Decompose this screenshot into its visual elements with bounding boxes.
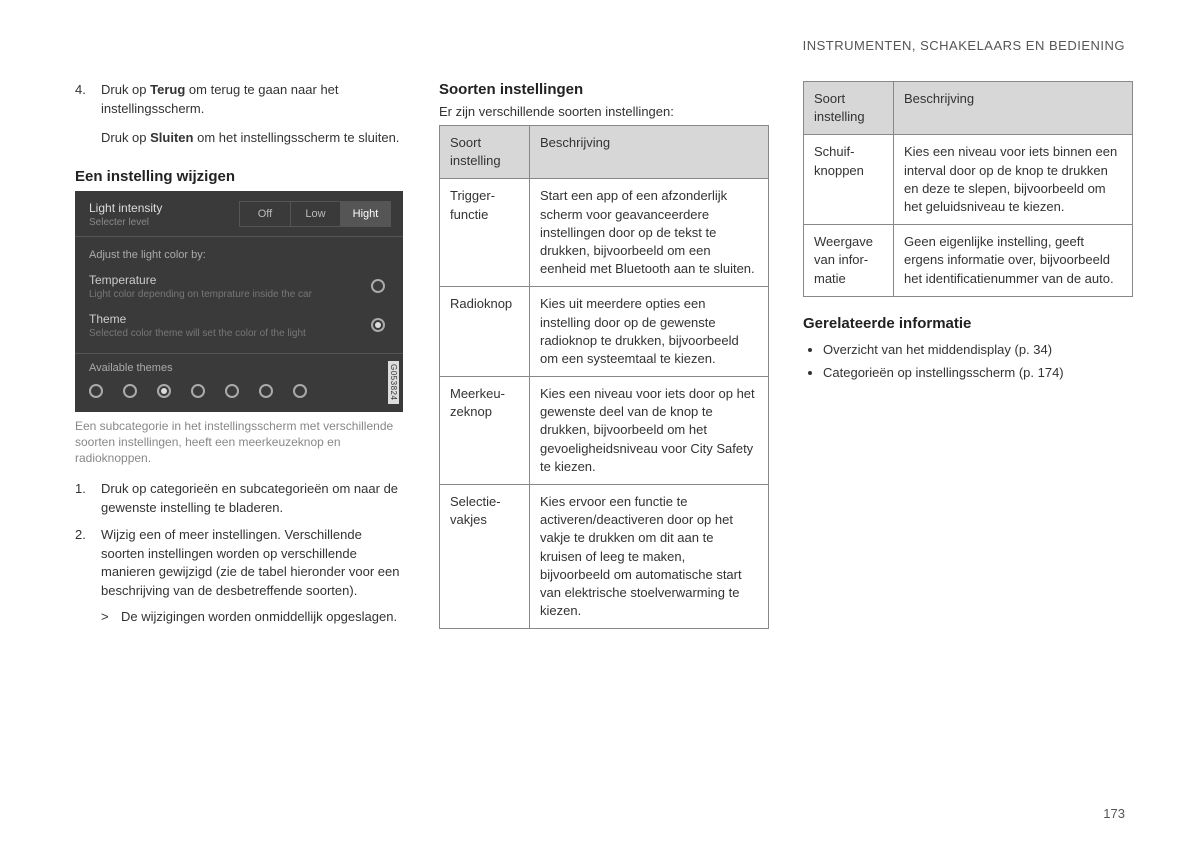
step2-body: Wijzig een of meer instellingen. Verschi… [101, 526, 405, 601]
step-number: 4. [75, 81, 101, 158]
table-row: Schuif-knoppen Kies een niveau voor iets… [804, 135, 1133, 225]
section-header: INSTRUMENTEN, SCHAKELAARS EN BEDIENING [75, 38, 1135, 53]
column-1: 4. Druk op Terug om terug te gaan naar h… [75, 81, 405, 629]
radio-theme[interactable] [371, 318, 385, 332]
opt-theme-title: Theme [89, 312, 306, 326]
cell-desc: Start een app of een afzonderlijk scherm… [530, 179, 769, 287]
adjust-label: Adjust the light color by: [75, 237, 403, 267]
cell-type: Radioknop [440, 287, 530, 377]
th-type: Soort instelling [804, 82, 894, 135]
cell-type: Trigger-functie [440, 179, 530, 287]
cell-type: Schuif-knoppen [804, 135, 894, 225]
table-row: Weergave van infor-matie Geen eigenlijke… [804, 225, 1133, 297]
text: Druk op [101, 82, 150, 97]
th-type: Soort instelling [440, 126, 530, 179]
image-code: G053824 [388, 361, 399, 403]
text: Druk op [101, 130, 150, 145]
related-list: Overzicht van het middendisplay (p. 34) … [803, 338, 1133, 385]
opt-theme-desc: Selected color theme will set the color … [89, 328, 306, 339]
table-row: Selectie-vakjes Kies ervoor een functie … [440, 485, 769, 629]
heading-related: Gerelateerde informatie [803, 315, 1133, 332]
cell-desc: Kies een niveau voor iets door op het ge… [530, 377, 769, 485]
step-2: 2. Wijzig een of meer instellingen. Vers… [75, 526, 405, 601]
step-number: 2. [75, 526, 101, 601]
seg-high[interactable]: Hight [340, 202, 390, 226]
settings-types-table-1: Soort instelling Beschrijving Trigger-fu… [439, 125, 769, 629]
radio-temperature[interactable] [371, 279, 385, 293]
step4-line2: Druk op Sluiten om het instellingsscherm… [101, 129, 405, 148]
arrow-icon: > [101, 609, 121, 624]
th-desc: Beschrijving [530, 126, 769, 179]
option-temperature[interactable]: Temperature Light color depending on tem… [75, 267, 403, 306]
step4-line1: Druk op Terug om terug te gaan naar het … [101, 81, 405, 119]
step-1: 1. Druk op categorieën en subcategorieën… [75, 480, 405, 518]
text: om het instellingsscherm te sluiten. [193, 130, 399, 145]
cell-desc: Kies ervoor een functie te activeren/dea… [530, 485, 769, 629]
settings-screenshot: Light intensity Selecter level Off Low H… [75, 191, 403, 412]
page-number: 173 [1103, 806, 1125, 821]
step2-result-text: De wijzigingen worden onmiddellijk opges… [121, 609, 397, 624]
seg-low[interactable]: Low [290, 202, 340, 226]
settings-types-table-2: Soort instelling Beschrijving Schuif-kno… [803, 81, 1133, 297]
step-number: 1. [75, 480, 101, 518]
theme-radio-3[interactable] [157, 384, 171, 398]
theme-radio-2[interactable] [123, 384, 137, 398]
theme-radio-4[interactable] [191, 384, 205, 398]
light-intensity-sub: Selecter level [89, 217, 162, 228]
theme-radio-row [75, 380, 403, 402]
intensity-segmented[interactable]: Off Low Hight [239, 201, 391, 227]
seg-off[interactable]: Off [240, 202, 290, 226]
terug-label: Terug [150, 82, 185, 97]
light-intensity-title: Light intensity [89, 201, 162, 215]
option-theme[interactable]: Theme Selected color theme will set the … [75, 306, 403, 345]
cell-type: Selectie-vakjes [440, 485, 530, 629]
step2-result: > De wijzigingen worden onmiddellijk opg… [101, 609, 405, 624]
table-row: Meerkeu-zeknop Kies een niveau voor iets… [440, 377, 769, 485]
sluiten-label: Sluiten [150, 130, 193, 145]
opt-temperature-desc: Light color depending on temprature insi… [89, 289, 312, 300]
related-item-2: Categorieën op instellingsscherm (p. 174… [823, 361, 1133, 384]
column-2: Soorten instellingen Er zijn verschillen… [439, 81, 769, 629]
cell-type: Weergave van infor-matie [804, 225, 894, 297]
screenshot-caption: Een subcategorie in het instellingsscher… [75, 418, 405, 467]
cell-desc: Kies uit meerdere opties een instelling … [530, 287, 769, 377]
theme-radio-5[interactable] [225, 384, 239, 398]
theme-radio-7[interactable] [293, 384, 307, 398]
cell-type: Meerkeu-zeknop [440, 377, 530, 485]
intro-types: Er zijn verschillende soorten instelling… [439, 104, 769, 119]
related-item-1: Overzicht van het middendisplay (p. 34) [823, 338, 1133, 361]
opt-temperature-title: Temperature [89, 273, 312, 287]
heading-types: Soorten instellingen [439, 81, 769, 98]
table-row: Trigger-functie Start een app of een afz… [440, 179, 769, 287]
heading-change-setting: Een instelling wijzigen [75, 168, 405, 185]
theme-radio-6[interactable] [259, 384, 273, 398]
cell-desc: Kies een niveau voor iets binnen een int… [894, 135, 1133, 225]
theme-radio-1[interactable] [89, 384, 103, 398]
available-themes-label: Available themes [75, 360, 403, 380]
cell-desc: Geen eigenlijke instelling, geeft ergens… [894, 225, 1133, 297]
column-3: Soort instelling Beschrijving Schuif-kno… [803, 81, 1133, 629]
th-desc: Beschrijving [894, 82, 1133, 135]
step1-body: Druk op categorieën en subcategorieën om… [101, 480, 405, 518]
table-row: Radioknop Kies uit meerdere opties een i… [440, 287, 769, 377]
step-4: 4. Druk op Terug om terug te gaan naar h… [75, 81, 405, 158]
